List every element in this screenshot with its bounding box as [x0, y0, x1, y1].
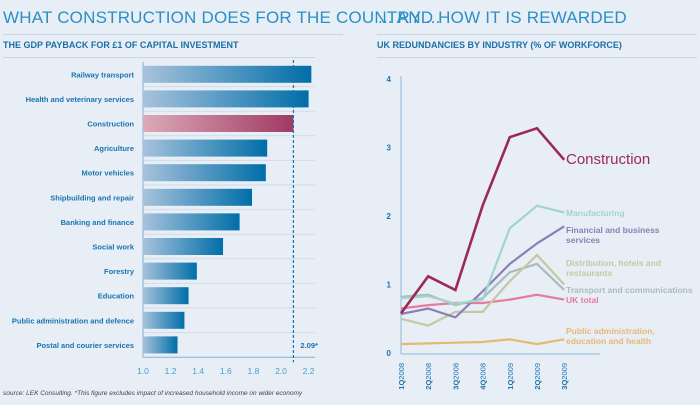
bar-label: Social work: [92, 243, 135, 252]
x-tick-label: 2Q2008: [424, 363, 433, 390]
legend-label: Public administration, education and heal…: [566, 326, 655, 346]
y-tick-label: 3: [387, 144, 392, 153]
bar-label: Shipbuilding and repair: [50, 193, 134, 202]
bar-label: Railway transport: [71, 70, 134, 79]
x-tick-label: 2.0: [275, 366, 287, 376]
reference-label: 2.09*: [300, 341, 318, 350]
left-title: WHAT CONSTRUCTION DOES FOR THE COUNTRY .…: [3, 8, 441, 27]
legend-label: Transport and communications: [566, 285, 693, 295]
x-tick-label: 1.8: [247, 366, 259, 376]
bar-shipbuilding-and-repair: [143, 188, 253, 206]
right-title-rule: [377, 34, 697, 35]
redundancy-line-chart: 0 1 2 3 4 1Q2008 2Q2008 3Q2008 4Q2008 1Q2009 2Q200…: [387, 75, 693, 390]
series-line-distribution-hotels-and-restaurants: [400, 253, 566, 327]
bar-construction: [143, 115, 294, 132]
right-subtitle: UK REDUNDANCIES BY INDUSTRY (% OF WORKFO…: [377, 40, 622, 50]
bar-postal-and-courier-services: [143, 336, 178, 354]
x-tick-label: 2Q2009: [533, 363, 542, 390]
bar-label: Forestry: [104, 267, 135, 276]
x-tick-label: 3Q2008: [451, 363, 460, 390]
x-tick-label: 2.2: [303, 366, 315, 376]
x-tick-label: 1.2: [165, 366, 177, 376]
bar-label: Public administration and defence: [12, 316, 134, 325]
legend-label: Distribution, hotels and restaurants: [566, 258, 661, 278]
bar-label: Banking and finance: [61, 218, 134, 227]
left-title-rule: [3, 34, 343, 35]
legend-label: Construction: [566, 151, 650, 168]
x-tick-label: 1Q2009: [506, 363, 515, 390]
x-tick-label: 3Q2009: [560, 363, 569, 390]
y-tick-label: 0: [387, 349, 392, 358]
y-tick-label: 1: [387, 281, 392, 290]
left-subtitle-rule: [3, 57, 315, 58]
bar-public-administration-and-defence: [143, 311, 185, 329]
x-tick-label: 1.0: [137, 366, 149, 376]
legend-label: Financial and business services: [566, 225, 660, 245]
bar-label: Agriculture: [94, 144, 134, 153]
bar-label: Health and veterinary services: [26, 95, 134, 104]
bar-label: Education: [98, 292, 135, 301]
x-tick-label: 1Q2008: [397, 363, 406, 390]
legend-label: Manufacturing: [566, 208, 625, 218]
x-tick-label: 1.6: [220, 366, 232, 376]
right-title: ... AND HOW IT IS REWARDED: [378, 8, 627, 27]
series-line-financial-and-business-services: [400, 225, 565, 319]
bar-social-work: [143, 238, 224, 255]
bar-label: Motor vehicles: [81, 169, 134, 178]
bar-motor-vehicles: [143, 164, 266, 182]
series-line-manufacturing: [400, 204, 565, 305]
gdp-bar-chart: Railway transport Health and veterinary s…: [12, 60, 318, 376]
bar-railway-transport: [143, 65, 312, 83]
bar-label: Construction: [87, 120, 134, 129]
left-subtitle: THE GDP PAYBACK FOR £1 OF CAPITAL INVEST…: [3, 40, 239, 50]
x-tick-label: 4Q2008: [479, 363, 488, 390]
y-tick-label: 4: [387, 75, 392, 84]
y-tick-label: 2: [387, 212, 392, 221]
bar-health-and-veterinary-services: [143, 90, 309, 108]
legend-label: UK total: [566, 295, 599, 305]
bar-forestry: [143, 262, 197, 280]
bar-education: [143, 287, 189, 305]
bar-label: Postal and courier services: [36, 341, 134, 350]
series-line-construction: [399, 126, 566, 315]
x-tick-label: 1.4: [192, 366, 204, 376]
bar-agriculture: [143, 139, 268, 157]
series-line-public-administration-education-and-health: [400, 338, 565, 346]
series-line-uk-total: [400, 293, 565, 310]
source-footnote: source: LEK Consulting. *This figure exc…: [3, 390, 303, 397]
bar-banking-and-finance: [143, 213, 240, 231]
right-subtitle-rule: [377, 57, 697, 58]
